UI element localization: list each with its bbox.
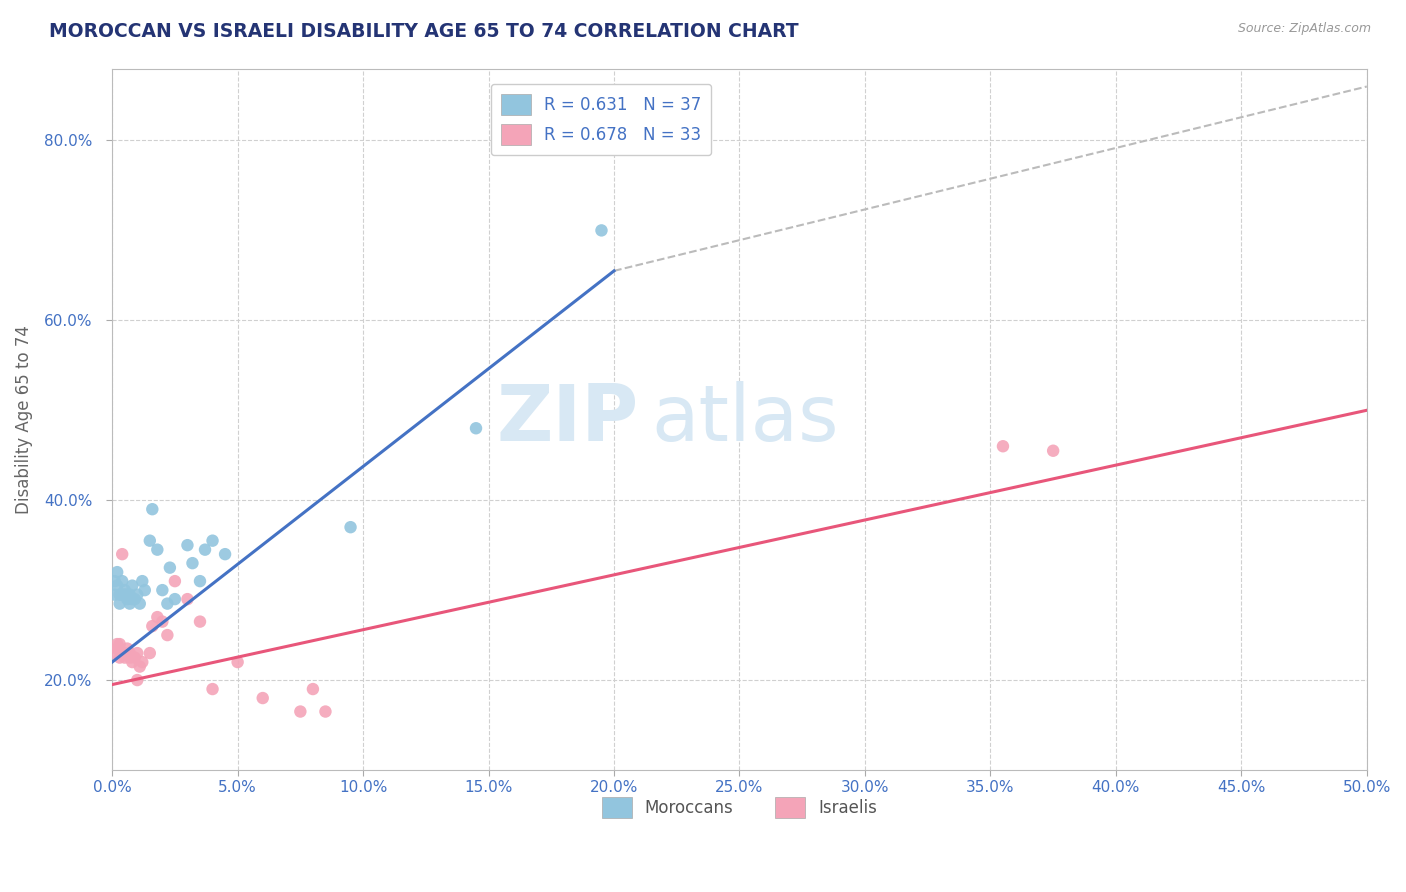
Point [150,583,173,598]
Point [134,583,156,598]
Point [1042,443,1064,458]
Point [121,655,143,669]
Point [156,597,179,611]
Point [121,592,143,607]
Point [108,588,131,602]
Point [127,673,149,687]
Point [163,574,186,589]
Y-axis label: Disability Age 65 to 74: Disability Age 65 to 74 [15,325,32,514]
Point [111,588,134,602]
Point [118,588,141,602]
Point [121,579,143,593]
Point [131,655,153,669]
Text: ZIP: ZIP [496,381,640,458]
Point [104,646,127,660]
Text: atlas: atlas [651,381,839,458]
Point [176,538,198,552]
Point [141,502,163,516]
Point [146,610,169,624]
Point [314,705,336,719]
Point [128,659,150,673]
Point [176,592,198,607]
Point [118,650,141,665]
Point [104,574,127,589]
Point [188,615,211,629]
Point [131,574,153,589]
Point [108,650,131,665]
Point [302,681,325,696]
Point [124,592,146,607]
Point [339,520,361,534]
Point [105,579,128,593]
Point [105,637,128,651]
Point [163,592,186,607]
Point [115,588,138,602]
Point [115,592,138,607]
Point [194,542,217,557]
Point [111,547,134,561]
Point [139,646,162,660]
Point [156,628,179,642]
Point [115,641,138,656]
Point [111,574,134,589]
Point [105,641,128,656]
Point [108,637,131,651]
Point [127,646,149,660]
Point [139,533,162,548]
Point [114,650,136,665]
Point [201,681,224,696]
Point [118,646,141,660]
Point [181,556,204,570]
Point [591,223,613,237]
Point [114,583,136,598]
Point [127,588,149,602]
Point [118,597,141,611]
Point [226,655,249,669]
Point [104,588,127,602]
Point [188,574,211,589]
Point [150,615,173,629]
Point [214,547,236,561]
Point [108,597,131,611]
Text: MOROCCAN VS ISRAELI DISABILITY AGE 65 TO 74 CORRELATION CHART: MOROCCAN VS ISRAELI DISABILITY AGE 65 TO… [49,22,799,41]
Point [146,542,169,557]
Point [105,565,128,579]
Point [114,646,136,660]
Point [159,560,181,574]
Point [114,588,136,602]
Legend: Moroccans, Israelis: Moroccans, Israelis [595,790,884,825]
Point [201,533,224,548]
Point [290,705,312,719]
Text: Source: ZipAtlas.com: Source: ZipAtlas.com [1237,22,1371,36]
Point [465,421,488,435]
Point [252,691,274,706]
Point [141,619,163,633]
Point [991,439,1014,453]
Point [124,650,146,665]
Point [128,597,150,611]
